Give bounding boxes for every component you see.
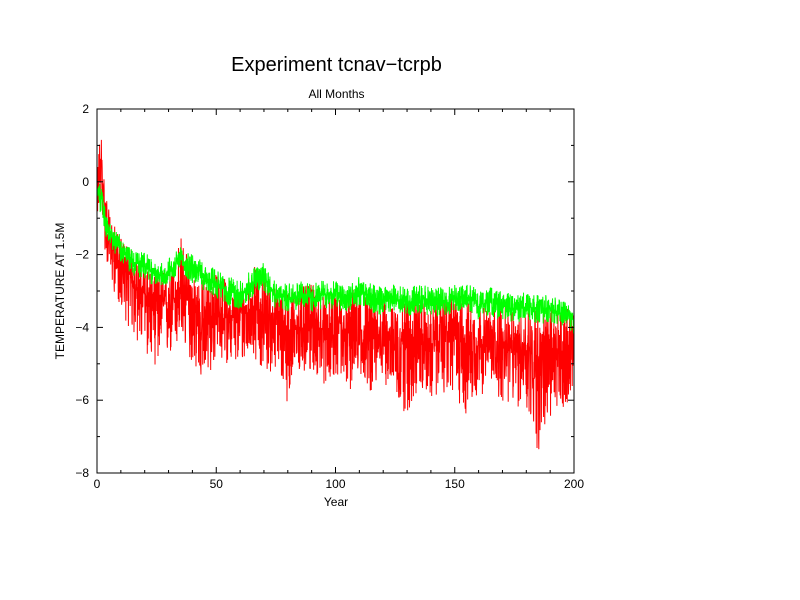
y-tick-label: 0 <box>82 175 89 189</box>
x-tick-label: 100 <box>325 477 345 491</box>
y-tick-label: −8 <box>75 466 89 480</box>
chart-subtitle: All Months <box>308 87 365 101</box>
y-tick-label: −6 <box>75 393 89 407</box>
x-axis-label: Year <box>324 495 348 509</box>
x-tick-label: 0 <box>94 477 101 491</box>
y-tick-label: 2 <box>82 102 89 116</box>
x-tick-label: 200 <box>564 477 584 491</box>
x-tick-label: 50 <box>210 477 224 491</box>
y-tick-label: −4 <box>75 320 89 334</box>
x-tick-label: 150 <box>445 477 465 491</box>
y-axis-label: TEMPERATURE AT 1.5M <box>53 223 67 360</box>
series-layer <box>96 139 575 450</box>
y-tick-label: −2 <box>75 248 89 262</box>
series-line-2 <box>96 184 575 334</box>
ticks-layer: 0 50 100 150 200 2 0 −2 −4 −6 −8 <box>75 102 584 491</box>
chart-title: Experiment tcnav−tcrpb <box>231 54 442 76</box>
